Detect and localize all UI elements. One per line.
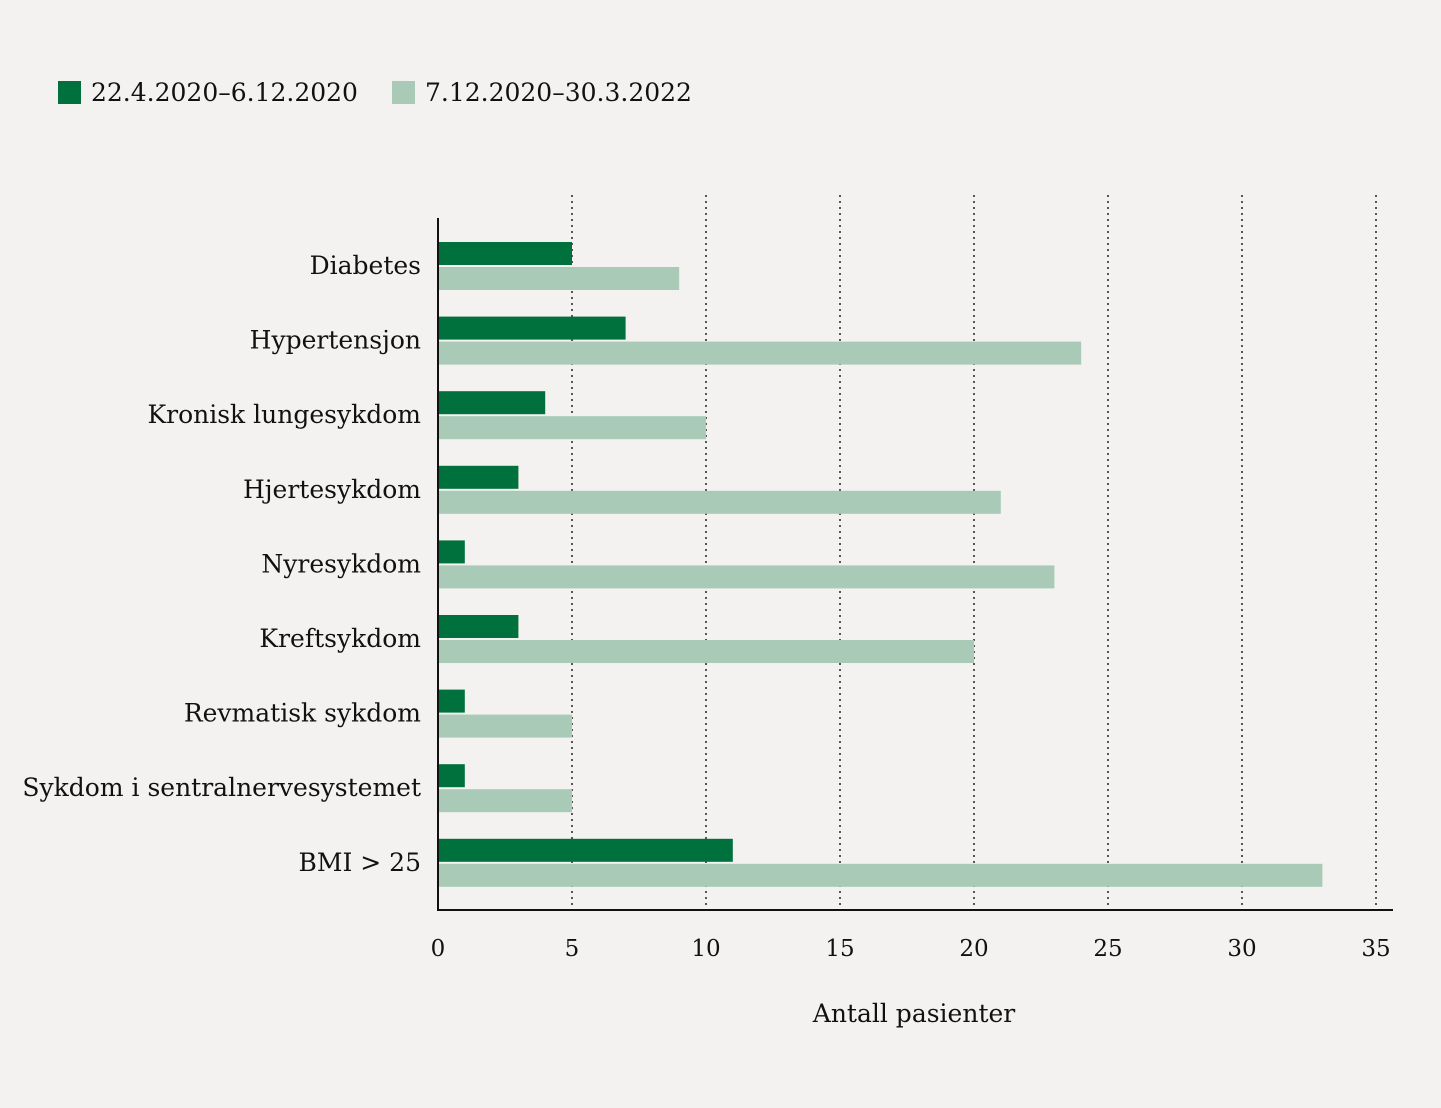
bar-series-2	[438, 789, 572, 813]
bar-series-1	[438, 242, 572, 265]
bar-series-1	[438, 838, 733, 862]
bar-series-1	[438, 689, 465, 713]
category-label: Nyresykdom	[261, 549, 421, 578]
category-label: BMI > 25	[299, 848, 422, 877]
bar-series-2	[438, 267, 680, 290]
bar-series-2	[438, 640, 974, 663]
bar-series-1	[438, 465, 519, 489]
category-label: Revmatisk sykdom	[184, 699, 421, 728]
x-axis-label: Antall pasienter	[812, 999, 1016, 1028]
legend: 22.4.2020–6.12.2020 7.12.2020–30.3.2022	[58, 78, 726, 107]
category-label: Kronisk lungesykdom	[147, 400, 421, 429]
x-tick-label: 15	[825, 936, 854, 962]
category-label: Hypertensjon	[250, 326, 421, 355]
bar-series-1	[438, 615, 519, 638]
legend-item-series-2: 7.12.2020–30.3.2022	[391, 78, 692, 107]
bar-series-2	[438, 565, 1055, 589]
x-tick-label: 25	[1093, 936, 1122, 962]
category-label: Hjertesykdom	[243, 475, 421, 504]
legend-label: 7.12.2020–30.3.2022	[424, 78, 692, 107]
category-label: Kreftsykdom	[259, 624, 421, 653]
bar-series-1	[438, 764, 465, 788]
bar-series-1	[438, 316, 626, 340]
x-tick-label: 30	[1227, 936, 1256, 962]
bar-series-2	[438, 863, 1323, 887]
bar-series-2	[438, 490, 1001, 514]
bar-series-1	[438, 391, 546, 415]
legend-swatch	[58, 81, 81, 104]
legend-swatch	[391, 81, 415, 104]
x-tick-label: 10	[691, 936, 720, 962]
legend-label: 22.4.2020–6.12.2020	[91, 78, 358, 107]
category-label: Diabetes	[310, 251, 421, 280]
category-label: Sykdom i sentralnervesystemet	[22, 773, 421, 802]
x-tick-label: 0	[431, 936, 446, 962]
legend-item-series-1: 22.4.2020–6.12.2020	[58, 78, 358, 107]
bar-series-2	[438, 341, 1082, 365]
x-tick-label: 20	[959, 936, 988, 962]
x-tick-label: 5	[565, 936, 580, 962]
bar-series-2	[438, 714, 572, 738]
x-tick-label: 35	[1361, 936, 1390, 962]
bar-series-2	[438, 416, 706, 440]
bar-series-1	[438, 540, 465, 564]
